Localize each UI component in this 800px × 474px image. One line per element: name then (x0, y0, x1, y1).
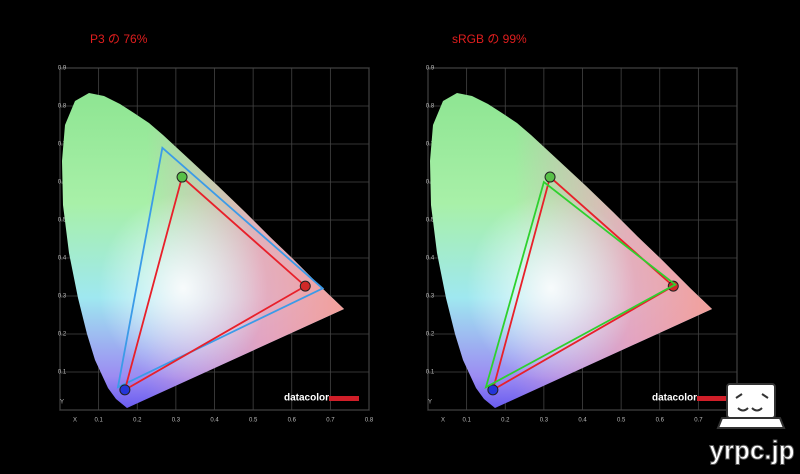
x-tick-label: 0.5 (617, 418, 626, 424)
primary-marker (544, 171, 556, 183)
y-tick-label: 0.4 (426, 256, 435, 262)
logo-icon (726, 383, 776, 419)
y-tick-label: 0.1 (58, 370, 67, 376)
y-tick-label: 0.4 (58, 256, 67, 262)
y-tick-label: 0.5 (426, 218, 435, 224)
primary-marker (176, 171, 188, 183)
primary-marker (299, 280, 311, 292)
y-tick-label: 0.8 (426, 104, 435, 110)
y-tick-label: 0.3 (58, 294, 67, 300)
logo-icon (716, 417, 786, 429)
y-tick-label: 0.2 (58, 332, 67, 338)
x-tick-label: 0.1 (462, 418, 471, 424)
y-tick-label: 0.7 (426, 142, 435, 148)
primary-marker (487, 384, 499, 396)
y-tick-label: 0.8 (58, 104, 67, 110)
watermark-text: yrpc.jp (709, 435, 794, 465)
chart: X 0.1 0.2 0.3 0.4 0.5 0.6 0.7 0.8 Y 0.1 0.2 0.3 0.4 0.… (58, 32, 374, 423)
gamut-line (123, 175, 307, 392)
x-tick-label: 0.1 (94, 418, 103, 424)
gamut-line (491, 175, 675, 392)
y-tick-label: Y (428, 400, 432, 406)
gamut-line (484, 180, 677, 390)
logo-icon (735, 393, 769, 412)
gamut-line (116, 146, 325, 389)
y-tick-label: 0.2 (426, 332, 435, 338)
y-tick-label: 0.6 (426, 180, 435, 186)
y-tick-label: 0.9 (58, 66, 67, 72)
y-tick-label: 0.9 (426, 66, 435, 72)
chart-title: P3 の 76% (90, 32, 148, 46)
x-tick-label: 0.6 (288, 418, 297, 424)
logo-text: datacolor (652, 393, 697, 404)
logo-bar (697, 396, 727, 401)
y-tick-label: 0.3 (426, 294, 435, 300)
x-tick-label: 0.5 (249, 418, 258, 424)
x-tick-label: 0.7 (326, 418, 335, 424)
chart: X 0.1 0.2 0.3 0.4 0.5 0.6 0.7 0.8 Y 0.1 0.2 0.3 0.4 0.… (426, 32, 742, 423)
x-tick-label: X (73, 418, 77, 424)
chart-title: sRGB の 99% (452, 32, 527, 46)
y-tick-label: Y (60, 400, 64, 406)
logo-text: datacolor (284, 393, 329, 404)
y-tick-label: 0.5 (58, 218, 67, 224)
x-tick-label: 0.4 (210, 418, 219, 424)
x-tick-label: 0.7 (694, 418, 703, 424)
y-tick-label: 0.6 (58, 180, 67, 186)
x-tick-label: 0.2 (501, 418, 510, 424)
y-tick-label: 0.1 (426, 370, 435, 376)
x-tick-label: X (441, 418, 445, 424)
y-tick-label: 0.7 (58, 142, 67, 148)
primary-marker (119, 384, 131, 396)
x-tick-label: 0.2 (133, 418, 142, 424)
x-tick-label: 0.4 (578, 418, 587, 424)
x-tick-label: 0.6 (656, 418, 665, 424)
watermark: yrpc.jp (709, 383, 795, 465)
x-tick-label: 0.3 (172, 418, 181, 424)
x-tick-label: 0.3 (540, 418, 549, 424)
x-tick-label: 0.8 (365, 418, 374, 424)
logo-bar (329, 396, 359, 401)
